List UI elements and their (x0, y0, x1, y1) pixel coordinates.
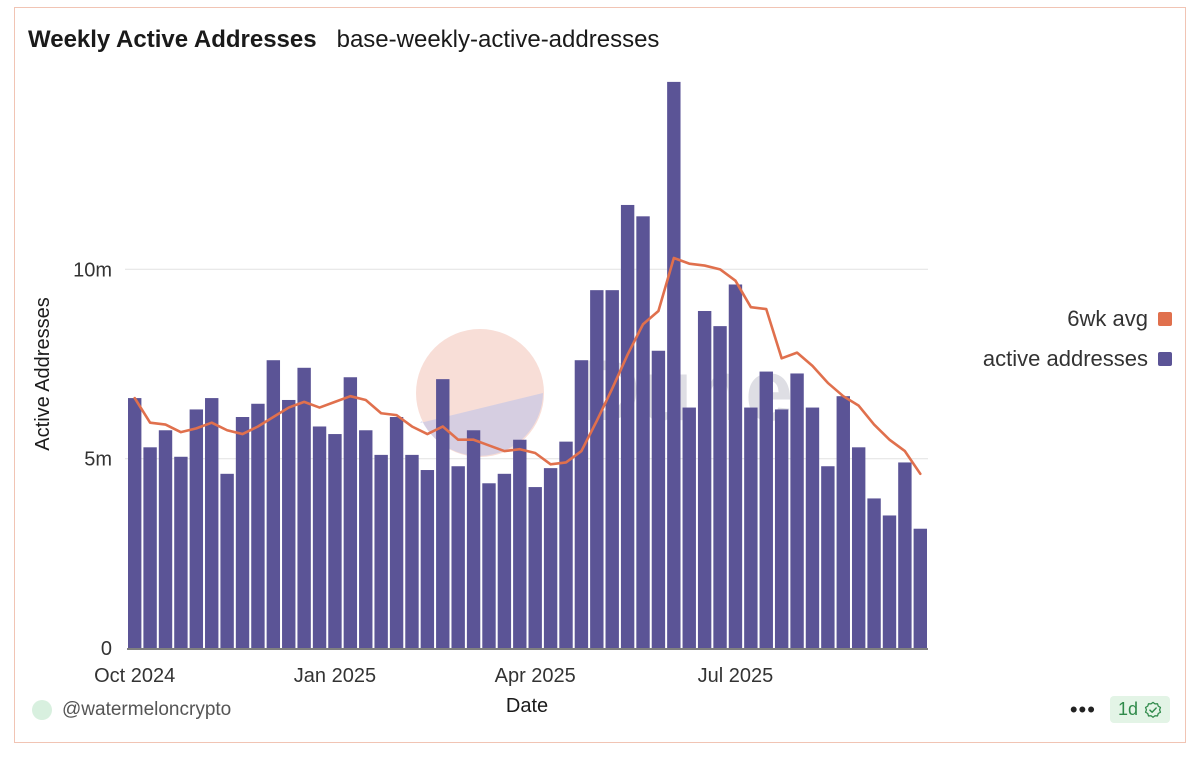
query-name: base-weekly-active-addresses (336, 26, 660, 53)
bar (882, 515, 897, 648)
bar (697, 310, 712, 648)
refresh-badge[interactable]: 1d (1109, 696, 1170, 723)
bar (867, 498, 881, 648)
legend-label-avg: 6wk avg (1067, 306, 1148, 331)
author-name: @watermeloncrypto (62, 699, 232, 720)
bar (297, 367, 311, 648)
bar-series (128, 81, 927, 648)
bar (590, 290, 604, 648)
bar (205, 398, 219, 648)
bar (682, 407, 696, 648)
bar (389, 417, 404, 648)
bar (667, 81, 681, 648)
avatar (32, 700, 52, 720)
bar (405, 454, 419, 648)
bar (851, 447, 866, 648)
legend: 6wk avg active addresses (983, 306, 1172, 386)
bar (774, 409, 789, 648)
x-tick-label: Apr 2025 (495, 665, 576, 687)
bar (189, 409, 204, 648)
bar (605, 290, 619, 648)
bar (790, 373, 804, 648)
x-tick-label: Jan 2025 (294, 665, 376, 687)
bar (574, 360, 589, 648)
bar (497, 473, 512, 648)
footer-actions: ••• 1d (1070, 696, 1170, 723)
y-tick-label: 5m (84, 449, 112, 471)
bar (343, 377, 358, 648)
bar (158, 430, 173, 648)
line-series (133, 256, 922, 476)
bar (328, 434, 342, 648)
y-tick-label: 10m (73, 259, 112, 281)
bar (620, 204, 635, 648)
bar (836, 396, 850, 648)
bar (466, 430, 481, 648)
legend-label-active: active addresses (982, 346, 1148, 371)
bar (374, 454, 388, 648)
more-horizontal-icon[interactable]: ••• (1069, 696, 1096, 722)
bar (451, 466, 465, 648)
bar (805, 407, 820, 648)
bar (482, 483, 496, 648)
bar (220, 473, 234, 648)
bar (282, 399, 296, 648)
chart-title: Weekly Active Addresses (28, 26, 317, 53)
bar (713, 326, 727, 648)
author-link[interactable]: @watermeloncrypto (32, 699, 231, 721)
bar (898, 462, 912, 648)
bar (143, 447, 157, 648)
title-row: Weekly Active Addresses base-weekly-acti… (28, 26, 659, 54)
bar (543, 468, 558, 648)
bar (528, 487, 542, 648)
bar (636, 216, 650, 648)
bar (759, 371, 773, 648)
bar (744, 407, 758, 648)
bar (128, 398, 142, 648)
bar (559, 441, 573, 648)
bar (420, 470, 435, 648)
bar (174, 456, 188, 648)
bar (913, 528, 927, 648)
y-axis-label: Active Addresses (32, 297, 54, 450)
y-tick-label: 0 (101, 638, 112, 660)
bar (251, 403, 265, 648)
bar (359, 430, 373, 648)
bar (312, 426, 327, 648)
legend-swatch-active (1158, 352, 1172, 366)
bar (728, 284, 743, 648)
bar (266, 360, 281, 648)
axes: 0 5m 10m Oct 2024 Jan 2025 Apr 2025 Jul 2025 (73, 259, 928, 687)
x-tick-label: Jul 2025 (698, 665, 774, 687)
x-tick-label: Oct 2024 (94, 665, 175, 687)
x-axis-label: Date (506, 695, 548, 717)
legend-swatch-avg (1158, 312, 1172, 326)
avg-line (133, 256, 922, 476)
bar (436, 379, 450, 648)
bar (235, 417, 250, 648)
check-badge-icon (1144, 701, 1162, 718)
legend-item-active[interactable]: active addresses (983, 346, 1172, 372)
bar (651, 350, 666, 648)
bar (821, 466, 835, 648)
refresh-label: 1d (1117, 699, 1138, 719)
legend-item-avg[interactable]: 6wk avg (983, 306, 1172, 332)
bar (513, 439, 527, 648)
